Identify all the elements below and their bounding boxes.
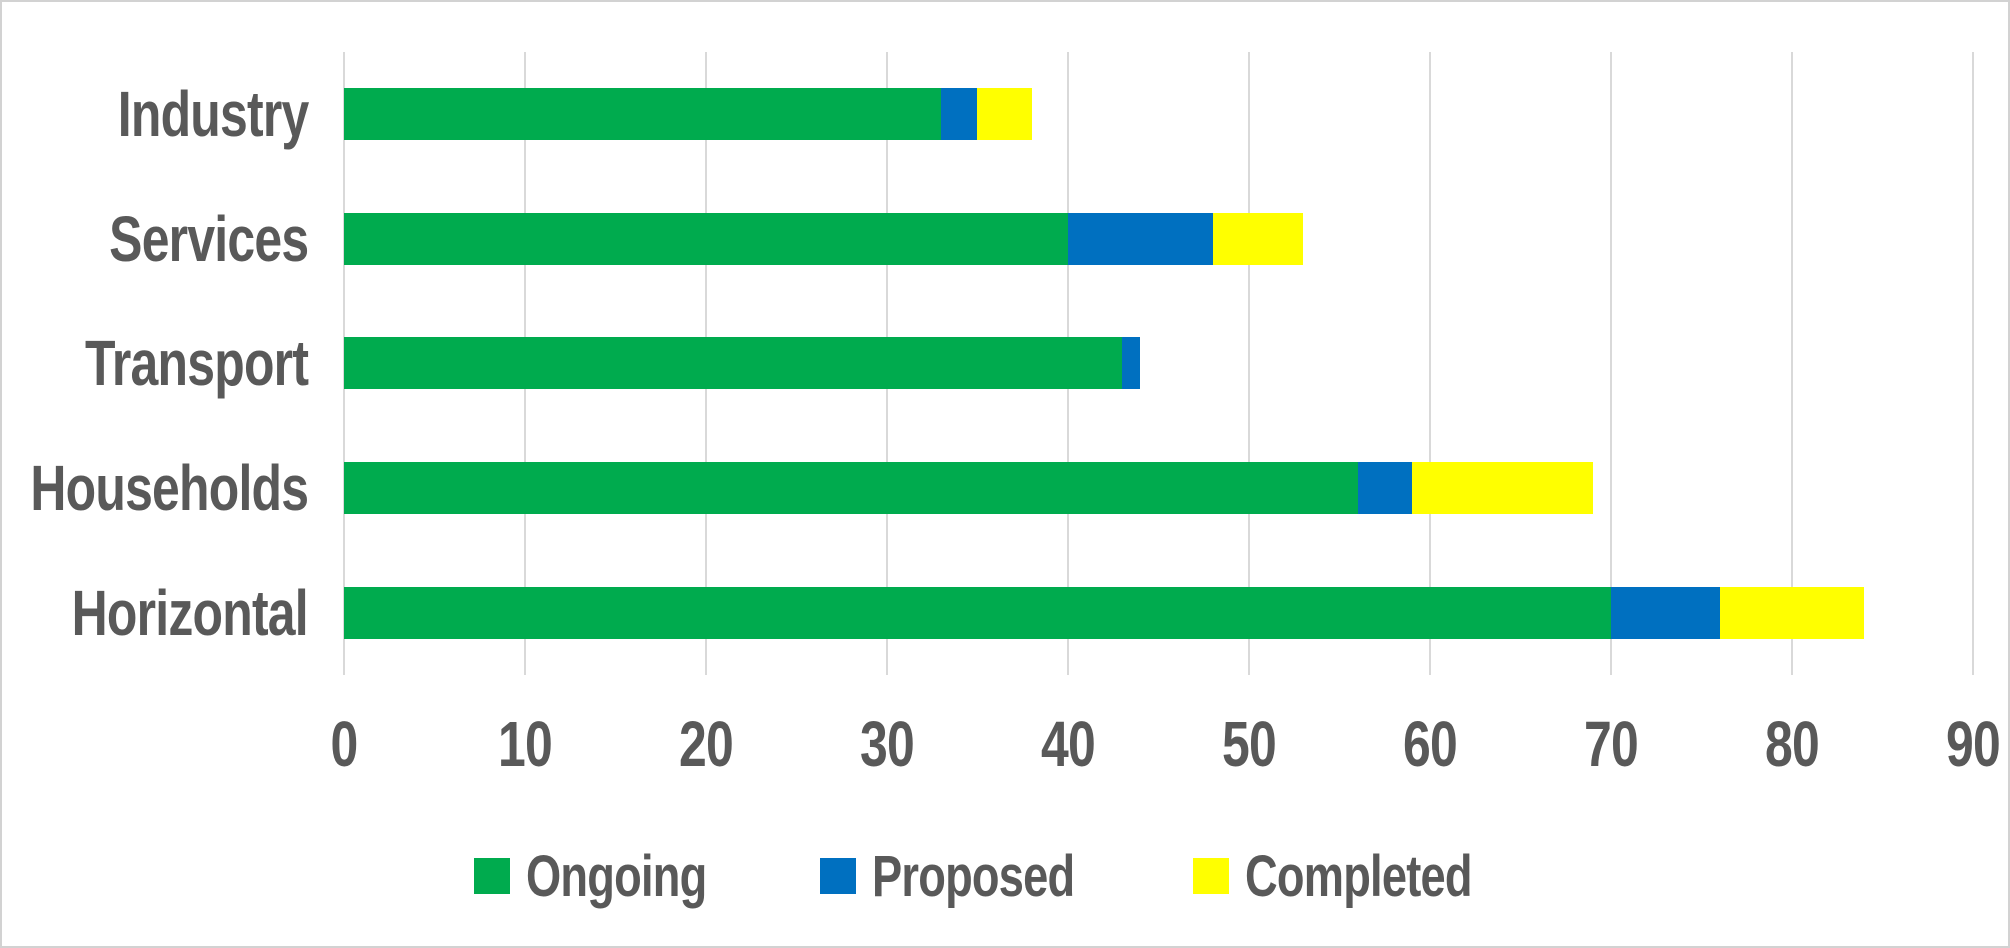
x-tick-text: 70	[1584, 708, 1639, 780]
bar-segment-ongoing-industry	[344, 88, 942, 141]
legend-label-completed: Completed	[1245, 843, 1536, 910]
x-tick-text: 30	[860, 708, 915, 780]
stacked-bar-transport	[344, 337, 1973, 390]
category-axis: Industry Services Transport Households Horiz…	[2, 52, 309, 675]
legend: Ongoing Proposed Completed	[2, 840, 2008, 912]
x-tick-label-0: 0	[327, 704, 362, 784]
bar-segment-proposed-transport	[1122, 337, 1141, 390]
bar-segment-ongoing-horizontal	[344, 586, 1611, 639]
category-label-households: Households	[2, 426, 309, 551]
gridline-70	[1610, 52, 1612, 675]
gridline-50	[1248, 52, 1250, 675]
bar-segment-proposed-industry	[941, 88, 978, 141]
bar-segment-proposed-services	[1068, 212, 1213, 265]
category-label-industry: Industry	[2, 52, 308, 177]
bar-segment-completed-services	[1212, 212, 1304, 265]
x-tick-label-50: 50	[1214, 704, 1283, 784]
stacked-bar-industry	[344, 88, 1973, 141]
legend-swatch-ongoing	[474, 858, 511, 894]
bar-row-services	[344, 177, 1973, 302]
x-tick-label-80: 80	[1757, 704, 1826, 784]
category-label-text: Industry	[117, 78, 308, 151]
gridline-80	[1791, 52, 1793, 675]
bar-segment-ongoing-households	[344, 462, 1358, 515]
x-tick-label-40: 40	[1033, 704, 1102, 784]
legend-item-ongoing: Ongoing	[474, 843, 757, 910]
bar-segment-ongoing-services	[344, 212, 1068, 265]
x-tick-text: 40	[1041, 708, 1096, 780]
legend-label-text: Proposed	[871, 843, 1075, 909]
x-tick-text: 90	[1946, 708, 2001, 780]
x-axis: 0 10 20 30 40 50 60 70 80 90	[331, 704, 2001, 784]
category-label-text: Transport	[84, 327, 309, 400]
category-label-horizontal: Horizontal	[2, 550, 309, 675]
x-tick-text: 60	[1403, 708, 1458, 780]
stacked-bar-horizontal	[344, 586, 1973, 639]
bar-row-transport	[344, 301, 1973, 426]
gridline-90	[1972, 52, 1974, 675]
plot-area	[343, 52, 1974, 675]
bar-rows	[344, 52, 1973, 675]
stacked-bar-services	[344, 212, 1973, 265]
x-tick-label-90: 90	[1938, 704, 2007, 784]
category-label-text: Horizontal	[71, 576, 309, 649]
x-tick-text: 10	[498, 708, 553, 780]
bar-row-households	[344, 426, 1973, 551]
legend-label-proposed: Proposed	[872, 843, 1132, 910]
x-tick-text: 0	[330, 708, 359, 780]
legend-swatch-proposed	[819, 858, 856, 894]
bar-segment-completed-households	[1411, 462, 1593, 515]
category-label-transport: Transport	[2, 301, 309, 426]
category-label-text: Households	[30, 452, 309, 525]
stacked-bar-households	[344, 462, 1973, 515]
legend-item-completed: Completed	[1193, 843, 1536, 910]
bar-segment-proposed-horizontal	[1611, 586, 1720, 639]
bar-segment-completed-industry	[977, 88, 1032, 141]
x-tick-text: 20	[679, 708, 734, 780]
category-label-text: Services	[108, 202, 309, 275]
x-tick-text: 50	[1222, 708, 1277, 780]
x-tick-label-30: 30	[852, 704, 921, 784]
bar-segment-completed-horizontal	[1719, 586, 1865, 639]
legend-label-ongoing: Ongoing	[526, 843, 757, 910]
x-tick-label-60: 60	[1395, 704, 1464, 784]
bar-row-horizontal	[344, 550, 1973, 675]
legend-label-text: Ongoing	[526, 843, 707, 909]
legend-swatch-completed	[1193, 858, 1230, 894]
x-tick-label-70: 70	[1576, 704, 1645, 784]
legend-item-proposed: Proposed	[819, 843, 1132, 910]
legend-label-text: Completed	[1245, 843, 1473, 909]
gridline-60	[1428, 52, 1431, 675]
x-tick-text: 80	[1765, 708, 1820, 780]
x-tick-label-20: 20	[671, 704, 740, 784]
x-tick-label-10: 10	[490, 704, 559, 784]
category-label-services: Services	[2, 177, 309, 302]
bar-segment-proposed-households	[1357, 462, 1412, 515]
bar-row-industry	[344, 52, 1973, 177]
bar-segment-ongoing-transport	[344, 337, 1123, 390]
